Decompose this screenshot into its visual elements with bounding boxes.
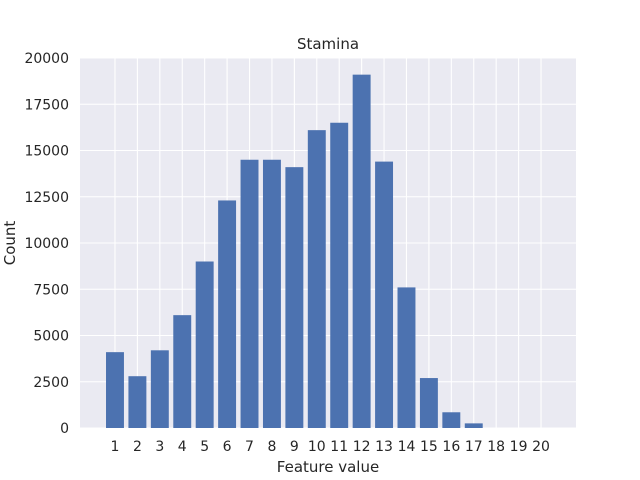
x-tick-label: 5 bbox=[200, 439, 209, 455]
x-tick-label: 3 bbox=[155, 439, 164, 455]
bar-2 bbox=[128, 376, 147, 428]
y-tick-label: 17500 bbox=[24, 97, 69, 113]
x-tick-label: 16 bbox=[442, 439, 460, 455]
bars bbox=[106, 74, 483, 429]
x-tick-label: 12 bbox=[353, 439, 371, 455]
x-tick-labels: 1 2 3 4 5 6 7 8 9 10 11 12 13 14 15 16 17 18 19 20 bbox=[111, 439, 550, 455]
x-tick-label: 2 bbox=[133, 439, 142, 455]
x-tick-label: 14 bbox=[398, 439, 416, 455]
x-tick-label: 8 bbox=[267, 439, 276, 455]
x-tick-label: 7 bbox=[245, 439, 254, 455]
x-tick-label: 13 bbox=[375, 439, 393, 455]
bar-13 bbox=[375, 161, 394, 428]
y-tick-labels: 0 2500 5000 7500 10000 12500 15000 17500 20000 bbox=[24, 51, 69, 437]
bar-11 bbox=[330, 122, 349, 428]
x-tick-label: 17 bbox=[465, 439, 483, 455]
y-axis-label: Count bbox=[1, 221, 19, 266]
y-tick-label: 15000 bbox=[24, 144, 69, 160]
x-tick-label: 9 bbox=[290, 439, 299, 455]
x-tick-label: 15 bbox=[420, 439, 438, 455]
y-tick-label: 20000 bbox=[24, 51, 69, 67]
x-axis-label: Feature value bbox=[277, 458, 379, 476]
bar-16 bbox=[442, 412, 461, 428]
x-tick-label: 10 bbox=[308, 439, 326, 455]
bar-3 bbox=[150, 350, 169, 428]
bar-5 bbox=[195, 261, 214, 428]
bar-9 bbox=[285, 167, 304, 428]
bar-1 bbox=[106, 352, 124, 428]
bar-15 bbox=[419, 378, 438, 428]
y-tick-label: 10000 bbox=[24, 236, 69, 252]
x-tick-label: 1 bbox=[111, 439, 120, 455]
bar-17 bbox=[464, 423, 483, 428]
x-tick-label: 6 bbox=[223, 439, 232, 455]
x-tick-label: 4 bbox=[178, 439, 187, 455]
chart-title: Stamina bbox=[297, 35, 359, 53]
x-tick-label: 20 bbox=[532, 439, 550, 455]
y-tick-label: 0 bbox=[60, 421, 69, 437]
y-tick-label: 7500 bbox=[33, 282, 69, 298]
y-tick-label: 12500 bbox=[24, 190, 69, 206]
bar-6 bbox=[218, 200, 237, 428]
x-tick-label: 18 bbox=[487, 439, 505, 455]
bar-4 bbox=[173, 315, 192, 428]
bar-10 bbox=[307, 130, 326, 428]
bar-12 bbox=[352, 74, 371, 429]
bar-8 bbox=[262, 159, 281, 428]
bar-14 bbox=[397, 287, 416, 428]
bar-7 bbox=[240, 159, 259, 428]
y-tick-label: 5000 bbox=[33, 329, 69, 345]
y-tick-label: 2500 bbox=[33, 375, 69, 391]
x-tick-label: 11 bbox=[330, 439, 348, 455]
x-tick-label: 19 bbox=[510, 439, 528, 455]
